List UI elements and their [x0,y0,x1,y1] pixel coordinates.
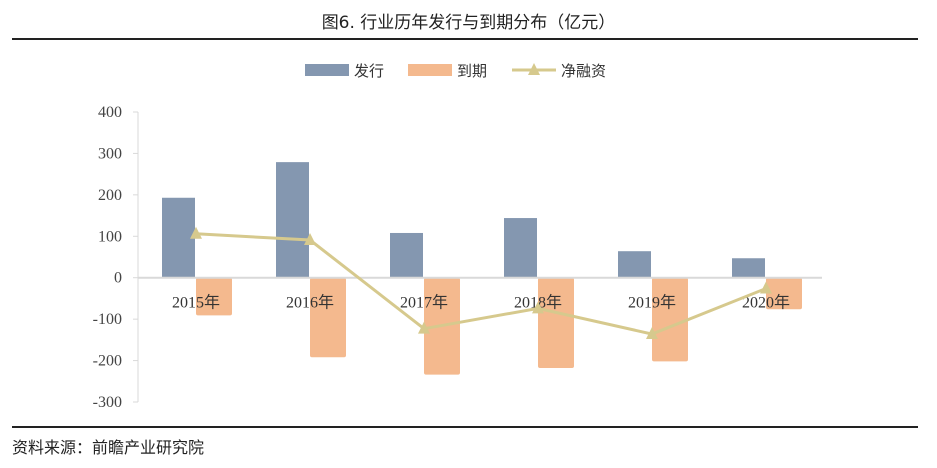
y-tick-label: 0 [114,270,122,287]
net-financing-marker [418,321,430,334]
legend-label-net: 净融资 [561,62,606,80]
y-tick-label: 300 [98,145,122,162]
bar-issuance [276,162,309,278]
bar-issuance [504,218,537,278]
bar-issuance [618,251,651,278]
chart-title: 图6. 行业历年发行与到期分布（亿元） [321,13,616,33]
bottom-divider [12,426,918,428]
net-financing-marker [760,281,772,294]
y-tick-label: 100 [98,228,122,245]
y-tick-label: -100 [93,311,122,328]
legend-marker-net [528,63,540,75]
x-tick-label: 2019年 [628,294,676,312]
source-note: 资料来源：前瞻产业研究院 [12,438,205,457]
bar-maturity [538,277,574,369]
net-financing-marker [646,327,658,340]
legend-swatch-issuance [305,64,349,76]
bar-maturity [310,277,346,358]
bar-issuance [732,258,765,278]
x-tick-label: 2015年 [172,294,220,312]
net-financing-marker [532,301,544,314]
bar-maturity [766,277,802,310]
y-tick-label: 400 [98,104,122,121]
line-net-financing [195,232,767,336]
bar-maturity [652,277,688,362]
net-financing-marker [190,226,202,239]
legend-swatch-maturity [408,64,452,76]
net-financing-marker [304,233,316,246]
x-tick-label: 2016年 [286,294,334,312]
legend-label-issuance: 发行 [354,62,384,80]
bar-issuance [162,197,195,278]
y-tick-label: -200 [93,353,122,370]
x-tick-label: 2020年 [742,294,790,312]
top-divider [12,38,918,40]
bar-maturity [196,277,232,316]
y-tick-label: -300 [93,394,122,411]
bar-issuance [390,232,423,278]
legend-label-maturity: 到期 [457,62,487,80]
y-tick-label: 200 [98,187,122,204]
x-tick-label: 2017年 [400,294,448,312]
